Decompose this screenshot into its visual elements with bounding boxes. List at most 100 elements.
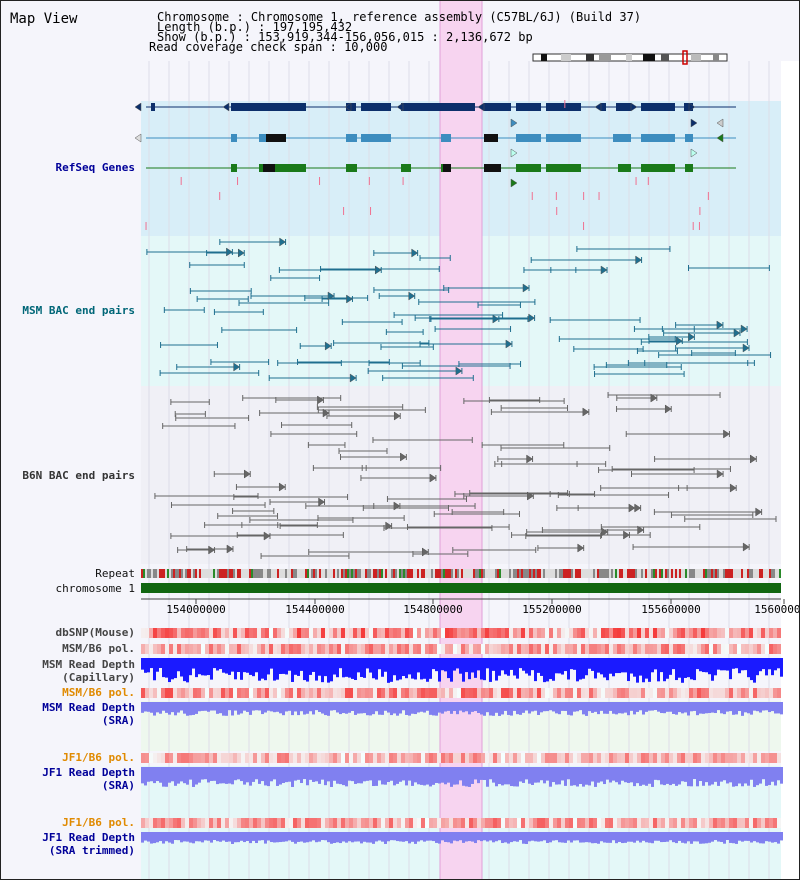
repeat-segment bbox=[183, 569, 185, 578]
msm-pol2-heat-cell bbox=[433, 688, 437, 698]
msm-capillary-depth-bar bbox=[327, 658, 330, 683]
msm-capillary-depth-bar bbox=[615, 658, 618, 674]
jf1-pol2-heat-cell bbox=[525, 818, 529, 828]
jf1-sra-depth-bar bbox=[450, 767, 453, 787]
repeat-segment bbox=[181, 569, 183, 578]
jf1-pol-heat-cell bbox=[385, 753, 389, 763]
repeat-segment bbox=[281, 569, 283, 578]
repeat-segment bbox=[579, 569, 581, 578]
jf1-pol2-heat-cell bbox=[657, 818, 661, 828]
msm-pol-heat-cell bbox=[193, 644, 197, 654]
repeat-segment bbox=[567, 569, 569, 578]
jf1-pol-heat-cell bbox=[545, 753, 549, 763]
msm-capillary-depth-bar bbox=[576, 658, 579, 682]
msm-pol2-heat-cell bbox=[397, 688, 401, 698]
jf1-pol-heat-cell bbox=[493, 753, 497, 763]
jf1-trimmed-depth-bar bbox=[330, 832, 333, 844]
msm-sra-depth-bar bbox=[699, 702, 702, 714]
jf1-pol-heat-cell bbox=[389, 753, 393, 763]
repeat-segment bbox=[327, 569, 329, 578]
repeat-segment bbox=[493, 569, 495, 578]
msm-pol-heat-cell bbox=[593, 644, 597, 654]
repeat-segment bbox=[413, 569, 415, 578]
ideogram-band bbox=[561, 54, 571, 61]
jf1-sra-depth-bar bbox=[630, 767, 633, 783]
jf1-trimmed-depth-bar bbox=[198, 832, 201, 842]
msm-sra-depth-bar bbox=[558, 702, 561, 715]
dbsnp-heat-cell bbox=[317, 628, 321, 638]
msm-sra-depth-bar bbox=[261, 702, 264, 715]
repeat-segment bbox=[283, 569, 285, 578]
jf1-trimmed-depth-bar bbox=[273, 832, 276, 843]
jf1-pol-heat-cell bbox=[565, 753, 569, 763]
jf1-pol-heat-cell bbox=[417, 753, 421, 763]
jf1-sra-depth-bar bbox=[210, 767, 213, 781]
jf1-pol-heat-cell bbox=[717, 753, 721, 763]
msm-sra-depth-bar bbox=[639, 702, 642, 711]
msm-capillary-depth-bar bbox=[297, 658, 300, 676]
msm-bac-pair-arrow bbox=[740, 324, 748, 334]
jf1-pol-heat-cell bbox=[453, 753, 457, 763]
msm-pol-heat-cell bbox=[225, 644, 229, 654]
msm-sra-depth-bar bbox=[183, 702, 186, 714]
jf1-trimmed-depth-bar bbox=[234, 832, 237, 843]
strand-arrow bbox=[716, 133, 724, 143]
msm-pol2-heat-cell bbox=[429, 688, 433, 698]
dbsnp-heat-cell bbox=[461, 628, 465, 638]
msm-sra-depth-bar bbox=[570, 702, 573, 716]
repeat-segment bbox=[633, 569, 635, 578]
msm-sra-depth-bar bbox=[321, 702, 324, 714]
jf1-pol2-heat-cell bbox=[409, 818, 413, 828]
msm-sra-depth-bar bbox=[171, 702, 174, 713]
dbsnp-heat-cell bbox=[685, 628, 689, 638]
msm-pol2-heat-cell bbox=[681, 688, 685, 698]
jf1-trimmed-depth-bar bbox=[300, 832, 303, 842]
msm-pol-heat-cell bbox=[477, 644, 481, 654]
msm-pol-heat-cell bbox=[365, 644, 369, 654]
msm-pol-heat-cell bbox=[321, 644, 325, 654]
jf1-pol2-heat-cell bbox=[701, 818, 705, 828]
repeat-segment bbox=[335, 569, 337, 578]
dbsnp-heat-cell bbox=[149, 628, 153, 638]
track-label-msm-pol-2: MSM/B6 pol. bbox=[62, 686, 135, 699]
msm-pol-heat-cell bbox=[489, 644, 493, 654]
jf1-sra-depth-bar bbox=[300, 767, 303, 784]
msm-capillary-depth-bar bbox=[201, 658, 204, 676]
msm-sra-depth-bar bbox=[180, 702, 183, 711]
jf1-pol2-heat-cell bbox=[745, 818, 749, 828]
jf1-pol-heat-cell bbox=[281, 753, 285, 763]
dbsnp-heat-cell bbox=[153, 628, 157, 638]
msm-pol2-heat-cell bbox=[173, 688, 177, 698]
msm-sra-depth-bar bbox=[483, 702, 486, 716]
jf1-trimmed-depth-bar bbox=[648, 832, 651, 843]
jf1-pol-heat-cell bbox=[721, 753, 725, 763]
msm-pol2-heat-cell bbox=[537, 688, 541, 698]
dbsnp-heat-cell bbox=[529, 628, 533, 638]
track-label-msm-bac: MSM BAC end pairs bbox=[22, 304, 135, 317]
msm-capillary-depth-bar bbox=[177, 658, 180, 672]
repeat-segment bbox=[717, 569, 719, 578]
msm-pol2-heat-cell bbox=[457, 688, 461, 698]
jf1-trimmed-depth-bar bbox=[171, 832, 174, 844]
msm-pol2-heat-cell bbox=[373, 688, 377, 698]
msm-pol-heat-cell bbox=[165, 644, 169, 654]
msm-pol2-heat-cell bbox=[145, 688, 149, 698]
jf1-trimmed-depth-bar bbox=[711, 832, 714, 842]
msm-pol-heat-cell bbox=[185, 644, 189, 654]
msm-pol-heat-cell bbox=[309, 644, 313, 654]
repeat-segment bbox=[383, 569, 385, 578]
repeat-segment bbox=[271, 569, 273, 578]
msm-sra-depth-bar bbox=[711, 702, 714, 713]
msm-sra-depth-bar bbox=[663, 702, 666, 714]
jf1-pol-heat-cell bbox=[705, 753, 709, 763]
jf1-trimmed-depth-bar bbox=[372, 832, 375, 844]
msm-bac-pair-arrow bbox=[279, 237, 287, 247]
repeat-segment bbox=[757, 569, 759, 578]
msm-capillary-depth-bar bbox=[375, 658, 378, 680]
jf1-sra-depth-bar bbox=[420, 767, 423, 785]
msm-capillary-depth-bar bbox=[696, 658, 699, 670]
dbsnp-heat-cell bbox=[193, 628, 197, 638]
dbsnp-heat-cell bbox=[429, 628, 433, 638]
repeat-segment bbox=[645, 569, 647, 578]
